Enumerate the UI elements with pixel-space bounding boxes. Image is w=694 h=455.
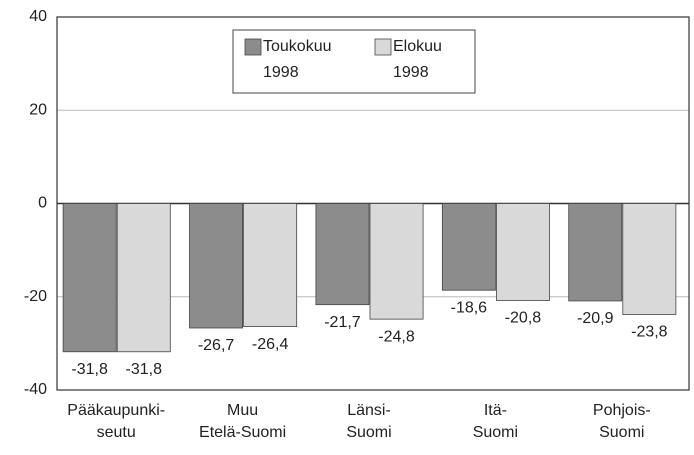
value-label: -21,7 [324,314,361,331]
value-label: -24,8 [378,328,415,345]
value-label: -26,7 [198,337,235,354]
x-tick-label: Pohjois- Suomi [592,402,651,441]
y-tick-label: 40 [29,8,47,25]
bar [495,203,550,301]
value-label: -31,8 [71,361,108,378]
bar [441,203,496,291]
value-label: -18,6 [451,299,488,316]
value-label: -31,8 [126,361,163,378]
plot-frame [56,16,690,391]
x-tick-label: Itä- Suomi [472,402,519,441]
y-tick-label: -40 [24,381,47,398]
y-tick-label: 20 [29,101,47,118]
bar [243,203,298,327]
legend-swatch [244,38,262,56]
x-tick-label: Pääkaupunki- seutu [67,402,166,441]
bar [369,203,424,320]
value-label: -26,4 [252,336,289,353]
x-tick-label: Länsi- Suomi [346,402,392,441]
bar [622,203,677,315]
value-label: -20,9 [577,310,614,327]
value-label: -20,8 [505,310,542,327]
y-tick-label: 0 [38,195,47,212]
bar [189,203,243,329]
bar [116,203,171,353]
bar [315,203,370,306]
bar [568,203,623,302]
legend-swatch [374,38,392,56]
value-label: -23,8 [631,324,668,341]
legend-label: Elokuu 1998 [393,38,442,81]
y-tick-label: -20 [24,288,47,305]
x-tick-label: Muu Etelä-Suomi [199,402,287,441]
legend-box [232,29,476,94]
bar [62,203,117,353]
legend-label: Toukokuu 1998 [263,38,332,81]
